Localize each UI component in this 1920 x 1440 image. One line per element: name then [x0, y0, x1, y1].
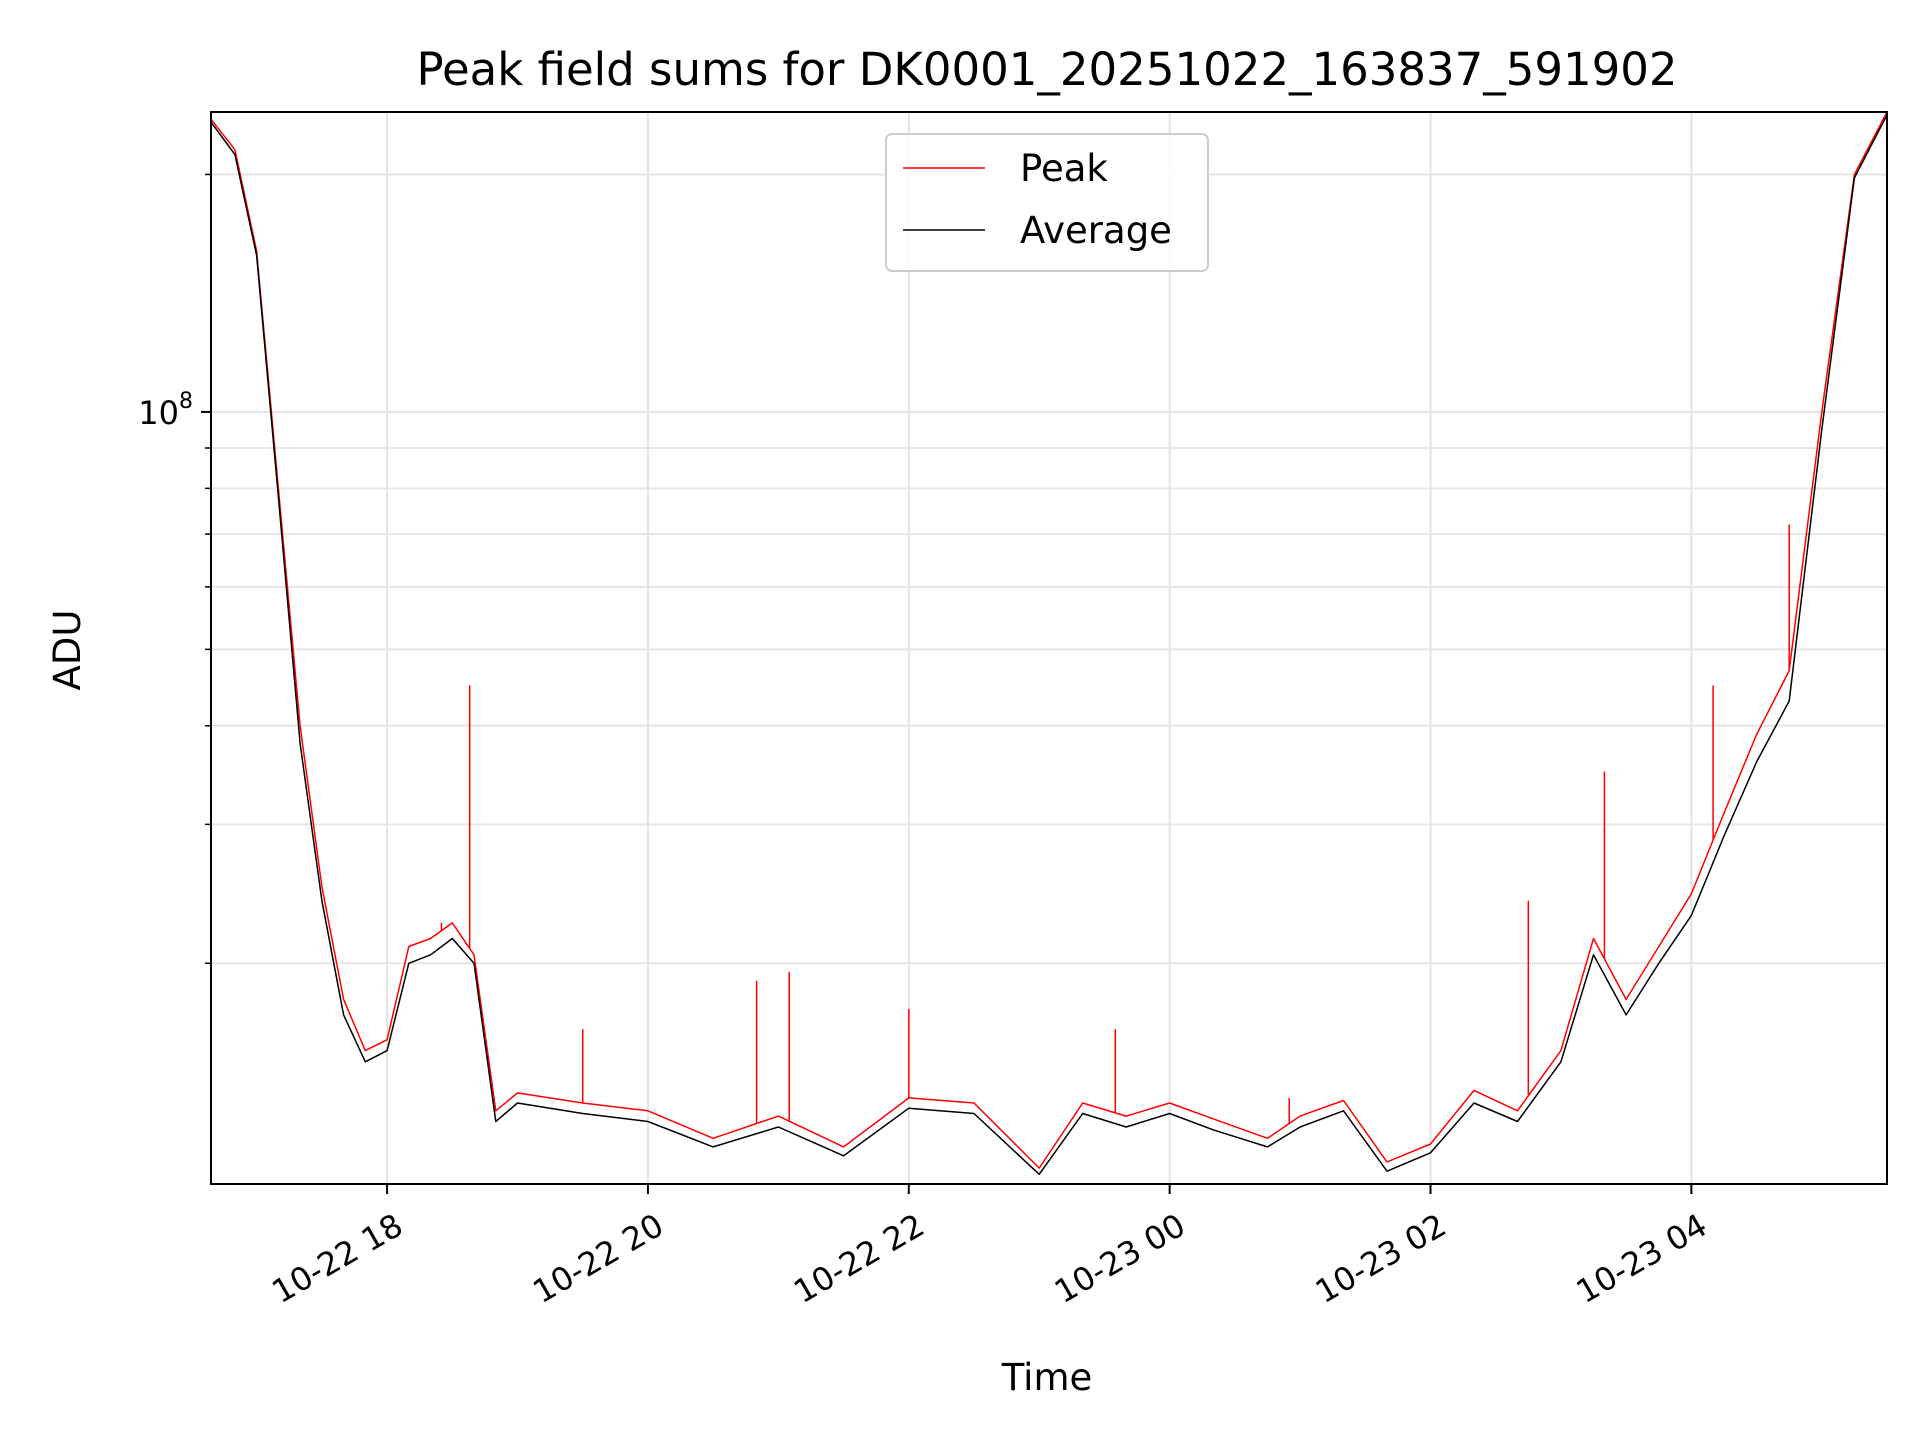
legend-label-peak: Peak [1020, 147, 1108, 190]
y-axis-label: ADU [46, 610, 89, 691]
legend-label-average: Average [1020, 209, 1172, 252]
y-tick-label-base: 10 [138, 394, 179, 432]
y-tick-label-exponent: 8 [179, 389, 193, 414]
series-layer [211, 112, 1887, 1176]
y-tick-label-major: 108 [138, 389, 193, 432]
chart-title: Peak field sums for DK0001_20251022_1638… [416, 43, 1677, 96]
axes-frame [210, 111, 1888, 1185]
series-line-peak [211, 112, 1887, 1169]
legend: Peak Average [885, 133, 1209, 272]
x-axis-label: Time [1001, 1356, 1093, 1399]
series-line-average [211, 114, 1887, 1176]
